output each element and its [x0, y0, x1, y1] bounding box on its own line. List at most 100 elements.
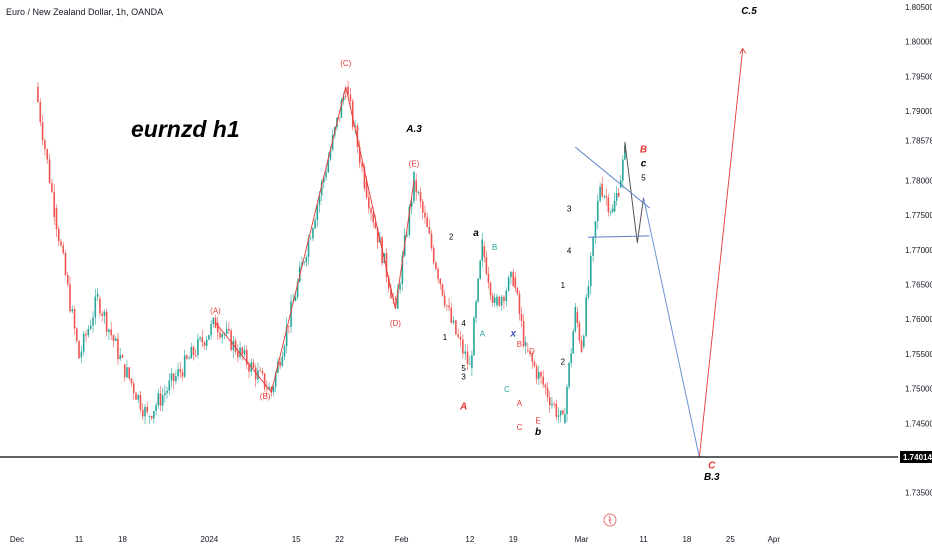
candle-body	[428, 226, 431, 234]
wave-label: C.5	[741, 6, 757, 17]
candle-body	[557, 415, 560, 417]
candle-body	[123, 364, 126, 378]
candle-body	[587, 286, 590, 298]
candle-body	[51, 182, 53, 192]
time-tick-label: 18	[682, 535, 691, 544]
candle-body	[166, 390, 168, 393]
candle-body	[365, 180, 368, 198]
candle-body	[312, 228, 314, 239]
candle-body	[263, 373, 266, 389]
candle-body	[153, 411, 155, 419]
candle-body	[150, 416, 153, 419]
candle-body	[137, 394, 140, 400]
candle-body	[228, 329, 230, 331]
candle-body	[203, 342, 206, 346]
candle-body	[320, 182, 323, 196]
candle-body	[85, 333, 87, 336]
candle-body	[385, 253, 388, 278]
candle-body	[130, 378, 133, 384]
wave-label: A	[459, 401, 467, 412]
wave-label: 1	[443, 333, 448, 342]
candle-body	[615, 192, 618, 201]
candle-body	[316, 205, 319, 220]
candle-body	[325, 172, 327, 178]
candle-body	[92, 317, 94, 326]
price-tag-value: 1.74014	[903, 453, 932, 462]
time-axis[interactable]: Dec 11 18 2024 15 22 Feb 12 19 Mar 11 18 25 Apr	[10, 535, 780, 544]
candle-body	[274, 372, 277, 387]
candle-body	[338, 117, 341, 119]
candle-body	[568, 362, 570, 387]
candle-body	[611, 208, 614, 212]
candle-body	[491, 295, 494, 303]
price-axis[interactable]: 1.80500 1.80000 1.79500 1.79000 1.78578 1.780…	[905, 3, 932, 498]
projected-rally-path	[698, 48, 744, 458]
candle-body	[527, 350, 529, 352]
tradingview-logo-icon[interactable]	[603, 513, 617, 527]
candle-body	[361, 163, 363, 167]
candle-body	[344, 95, 347, 97]
candle-body	[583, 335, 585, 347]
candle-body	[564, 414, 566, 424]
candle-body	[80, 351, 83, 358]
candle-body	[144, 406, 146, 417]
candle-body	[483, 246, 486, 257]
candle-body	[535, 366, 538, 379]
candle-body	[318, 195, 321, 206]
candle-body	[496, 296, 498, 306]
candle-body	[452, 320, 455, 323]
candle-body	[514, 277, 517, 289]
wave-label: B	[492, 243, 497, 252]
candle-body	[89, 325, 92, 329]
candle-body	[239, 347, 241, 358]
wave-label: 4	[567, 246, 572, 255]
wave-label: C	[504, 385, 510, 394]
wave-label: D	[529, 347, 535, 356]
candle-body	[73, 309, 76, 329]
candle-body	[340, 100, 343, 118]
candle-body	[57, 229, 60, 242]
candle-body	[585, 297, 587, 336]
candle-body	[110, 329, 112, 336]
candle-body	[248, 364, 250, 372]
candle-body	[419, 192, 422, 202]
candle-body	[279, 361, 281, 366]
projected-triangle-path	[624, 142, 645, 243]
candle-body	[351, 101, 354, 128]
wave-count-lines	[215, 47, 747, 458]
candle-body	[540, 372, 542, 377]
candle-body	[327, 159, 330, 173]
candle-body	[531, 354, 534, 362]
candle-body	[164, 392, 166, 396]
candle-body	[192, 346, 195, 356]
candle-body	[572, 330, 575, 354]
candle-body	[230, 330, 232, 351]
candle-body	[601, 183, 603, 197]
wave-label: C	[517, 423, 523, 432]
candle-body	[432, 247, 435, 263]
candle-body	[216, 322, 219, 333]
candle-body	[281, 356, 284, 366]
wave-label: 2	[449, 232, 454, 241]
candle-body	[426, 217, 428, 227]
candle-body	[66, 275, 69, 285]
candle-body	[78, 340, 80, 359]
candle-body	[157, 393, 160, 406]
candle-body	[243, 349, 246, 355]
candle-body	[307, 238, 310, 257]
wave-label: B	[640, 145, 647, 156]
wave-label: 2	[561, 357, 566, 366]
candle-body	[387, 277, 390, 289]
candle-body	[285, 325, 288, 347]
price-tick-label: 1.79500	[905, 72, 932, 81]
candle-body	[603, 196, 606, 197]
candle-body	[401, 255, 404, 284]
candle-body	[370, 208, 372, 213]
wave-label: B.3	[704, 472, 720, 483]
wave-label: 5	[641, 173, 646, 182]
candle-body	[225, 329, 228, 334]
candle-body	[394, 298, 397, 301]
price-tick-label: 1.78578	[905, 136, 932, 145]
triangle-upper-trendline	[574, 146, 651, 209]
